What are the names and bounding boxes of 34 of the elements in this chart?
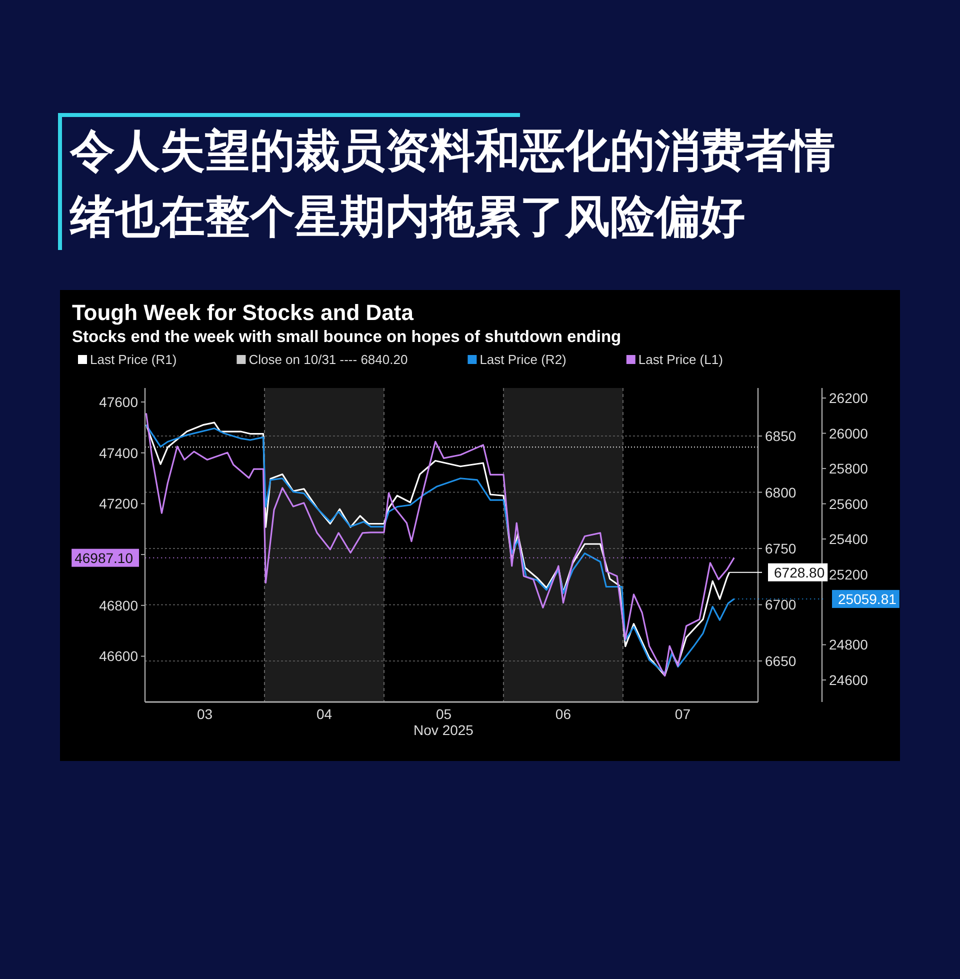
y3-tick-label: 25200 [829,566,868,582]
y2-tick-label: 6850 [765,428,796,444]
y3-tick-label: 25400 [829,531,868,548]
y3-tick-label: 26200 [829,390,868,406]
x-axis-title: Nov 2025 [414,722,474,738]
y2-tick-label: 6750 [765,540,796,556]
data-label: 25059.81 [838,590,897,607]
text: Stocks end the week with small bounce on hopes of shutdown ending [72,328,622,346]
y-tick-label: 47200 [99,496,138,512]
legend-label: Last Price (R2) [480,352,566,367]
y-tick-label: 46600 [99,648,138,664]
y3-tick-label: 24800 [829,636,868,653]
x-tick-label: 05 [436,706,452,722]
y-tick-label: 47400 [99,444,138,461]
chart-subtitle: Tough Week for Stocks and Data [72,300,414,325]
data-label: 6728.80 [774,564,825,580]
x-tick-label: 06 [555,706,572,722]
y3-tick-label: 25600 [829,496,868,512]
chart-title: 令人失望的裁员资料和恶化的消费者情绪也在整个星期内拖累了风险偏好 [70,123,836,245]
legend-label: Close on 10/31 ---- 6840.20 [248,352,408,367]
x-tick-label: 03 [196,706,213,722]
y3-tick-label: 24600 [829,672,868,688]
data-label: 46987.10 [74,550,134,566]
legend-label: Last Price (L1) [638,352,723,367]
x-tick-label: 04 [316,706,332,722]
legend-label: Last Price (R1) [90,352,177,367]
y2-tick-label: 6700 [765,596,796,613]
y-tick-label: 46800 [99,597,138,614]
y-tick-label: 47600 [99,394,138,410]
y3-tick-label: 26000 [829,425,868,442]
y2-tick-label: 6800 [765,484,796,500]
x-tick-label: 07 [674,706,691,722]
y3-tick-label: 25800 [829,460,868,477]
y2-tick-label: 6650 [765,652,796,669]
